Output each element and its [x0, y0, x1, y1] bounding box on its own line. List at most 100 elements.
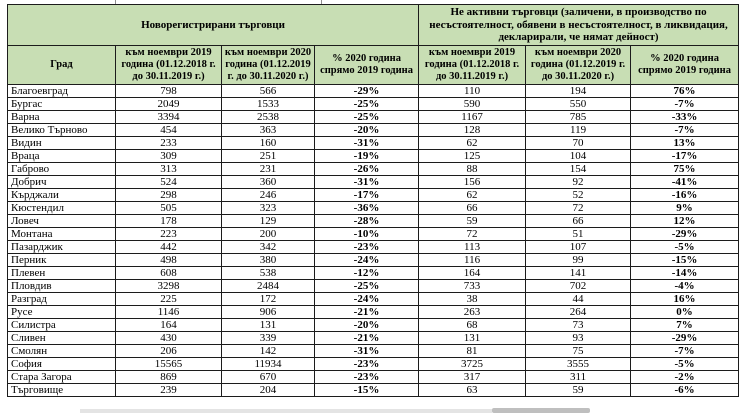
cell-new-2019: 178	[115, 214, 222, 229]
cell-new-2020: 246	[221, 188, 315, 203]
cell-inactive-2019: 116	[418, 253, 527, 268]
cell-inactive-2020: 311	[525, 370, 632, 385]
cell-city: Русе	[7, 305, 116, 320]
cell-new-pct: -25%	[313, 97, 420, 112]
cell-new-2020: 566	[221, 84, 315, 99]
cell-inactive-2020: 75	[525, 344, 632, 359]
cell-new-pct: -20%	[313, 123, 420, 138]
cell-new-pct: -24%	[313, 292, 420, 307]
cell-new-2020: 204	[221, 383, 315, 398]
cell-inactive-2019: 88	[418, 162, 527, 177]
cell-inactive-2019: 317	[418, 370, 527, 385]
cell-new-2019: 524	[115, 175, 222, 190]
cell-new-pct: -31%	[313, 344, 420, 359]
table-row: София 15565 11934 -23% 3725 3555 -5%	[7, 357, 740, 372]
table-row: Ловеч 178 129 -28% 59 66 12%	[7, 214, 740, 229]
cell-inactive-2020: 550	[525, 97, 632, 112]
cell-new-2020: 339	[221, 331, 315, 346]
cell-inactive-pct: -14%	[630, 266, 740, 281]
cell-inactive-2020: 141	[525, 266, 632, 281]
cell-new-pct: -31%	[313, 175, 420, 190]
cell-city: Силистра	[7, 318, 116, 333]
cell-inactive-pct: -5%	[630, 240, 740, 255]
cell-inactive-pct: 0%	[630, 305, 740, 320]
cell-city: Търговище	[7, 383, 116, 398]
cell-new-2020: 142	[221, 344, 315, 359]
cell-inactive-2020: 3555	[525, 357, 632, 372]
cell-new-2020: 360	[221, 175, 315, 190]
table-body: Благоевград 798 566 -29% 110 194 76% Бур…	[7, 84, 740, 398]
cell-new-2019: 223	[115, 227, 222, 242]
cell-inactive-2019: 66	[418, 201, 527, 216]
table-row: Монтана 223 200 -10% 72 51 -29%	[7, 227, 740, 242]
cell-new-2020: 380	[221, 253, 315, 268]
cell-new-2020: 131	[221, 318, 315, 333]
cell-inactive-pct: -6%	[630, 383, 740, 398]
cell-city: Стара Загора	[7, 370, 116, 385]
cell-inactive-2020: 104	[525, 149, 632, 164]
cell-city: Ловеч	[7, 214, 116, 229]
cell-inactive-2020: 52	[525, 188, 632, 203]
table-row: Стара Загора 869 670 -23% 317 311 -2%	[7, 370, 740, 385]
cell-new-2020: 129	[221, 214, 315, 229]
col-header-inactive-pct: % 2020 година спрямо 2019 година	[630, 44, 740, 86]
cell-inactive-2020: 264	[525, 305, 632, 320]
table-row: Силистра 164 131 -20% 68 73 7%	[7, 318, 740, 333]
table-header: Новорегистрирани търговци Не активни тър…	[6, 4, 740, 86]
cell-city: Смолян	[7, 344, 116, 359]
cell-new-2019: 3298	[115, 279, 222, 294]
cell-new-pct: -25%	[313, 110, 420, 125]
cell-inactive-pct: -4%	[630, 279, 740, 294]
cell-new-2019: 430	[115, 331, 222, 346]
cell-new-2020: 251	[221, 149, 315, 164]
cell-inactive-2019: 72	[418, 227, 527, 242]
cell-city: Видин	[7, 136, 116, 151]
cell-new-pct: -24%	[313, 253, 420, 268]
cell-inactive-pct: 75%	[630, 162, 740, 177]
cell-new-pct: -23%	[313, 240, 420, 255]
cell-inactive-pct: -29%	[630, 331, 740, 346]
cell-new-2019: 1146	[115, 305, 222, 320]
cell-inactive-2020: 92	[525, 175, 632, 190]
cell-new-pct: -21%	[313, 305, 420, 320]
table-row: Добрич 524 360 -31% 156 92 -41%	[7, 175, 740, 190]
cell-inactive-pct: 12%	[630, 214, 740, 229]
cell-new-2019: 454	[115, 123, 222, 138]
cell-new-2019: 442	[115, 240, 222, 255]
cell-new-2019: 608	[115, 266, 222, 281]
cell-new-pct: -26%	[313, 162, 420, 177]
bottom-edge-artifact	[492, 408, 590, 413]
group-header-new-traders: Новорегистрирани търговци	[6, 4, 420, 46]
cell-new-pct: -10%	[313, 227, 420, 242]
cell-inactive-pct: -16%	[630, 188, 740, 203]
cell-inactive-2020: 99	[525, 253, 632, 268]
table-row: Перник 498 380 -24% 116 99 -15%	[7, 253, 740, 268]
table-row: Габрово 313 231 -26% 88 154 75%	[7, 162, 740, 177]
table-row: Кърджали 298 246 -17% 62 52 -16%	[7, 188, 740, 203]
cell-inactive-2019: 3725	[418, 357, 527, 372]
cell-city: Благоевград	[7, 84, 116, 99]
cell-inactive-pct: 13%	[630, 136, 740, 151]
cell-inactive-2020: 72	[525, 201, 632, 216]
cell-new-2019: 869	[115, 370, 222, 385]
table-row: Велико Търново 454 363 -20% 128 119 -7%	[7, 123, 740, 138]
cell-inactive-2020: 194	[525, 84, 632, 99]
cell-new-pct: -19%	[313, 149, 420, 164]
cell-inactive-2019: 164	[418, 266, 527, 281]
cell-city: Перник	[7, 253, 116, 268]
cell-new-2020: 160	[221, 136, 315, 151]
cell-new-2020: 11934	[221, 357, 315, 372]
cell-inactive-2019: 590	[418, 97, 527, 112]
cell-new-2019: 298	[115, 188, 222, 203]
bottom-edge-artifact	[80, 409, 492, 413]
cell-new-pct: -15%	[313, 383, 420, 398]
cell-inactive-pct: -29%	[630, 227, 740, 242]
cell-new-pct: -31%	[313, 136, 420, 151]
group-header-inactive-traders: Не активни търговци (заличени, в произво…	[418, 4, 740, 46]
cell-new-pct: -36%	[313, 201, 420, 216]
cell-inactive-pct: -33%	[630, 110, 740, 125]
cell-inactive-2019: 128	[418, 123, 527, 138]
cell-new-2020: 2484	[221, 279, 315, 294]
cell-new-pct: -28%	[313, 214, 420, 229]
